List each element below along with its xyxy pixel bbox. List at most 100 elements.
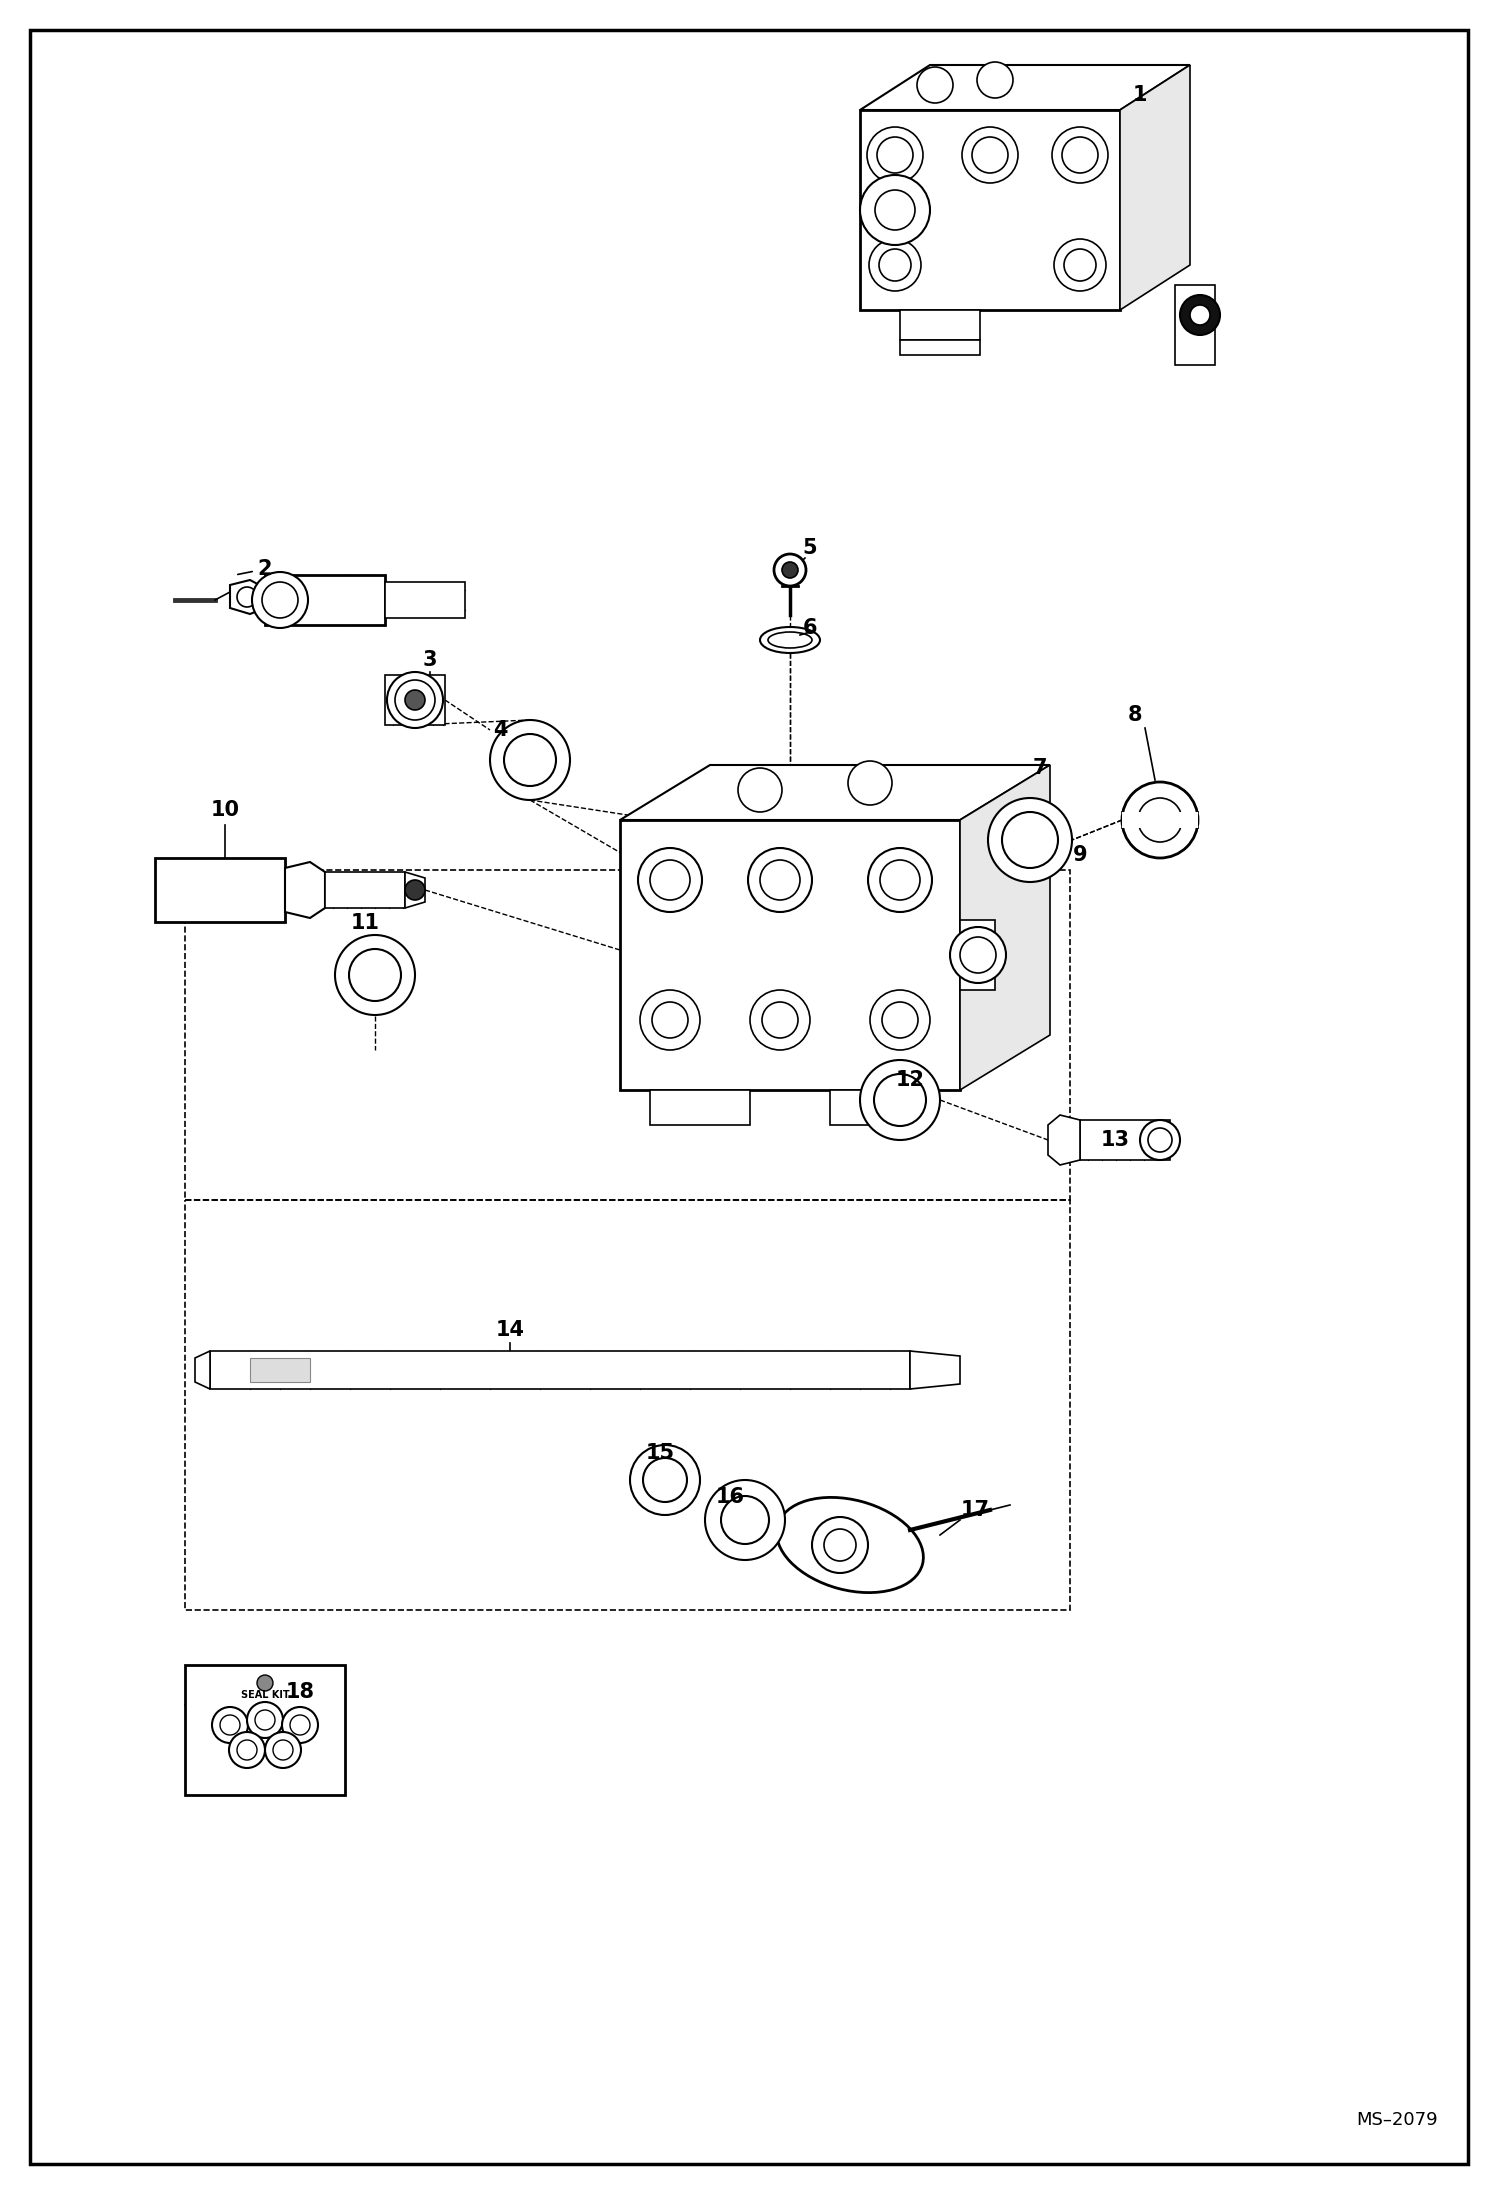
- Ellipse shape: [695, 913, 785, 987]
- Text: 2: 2: [238, 559, 273, 579]
- Bar: [184, 1665, 345, 1795]
- Circle shape: [1062, 136, 1098, 173]
- Ellipse shape: [768, 632, 812, 647]
- Text: 1: 1: [1132, 86, 1147, 105]
- Circle shape: [503, 735, 556, 785]
- Polygon shape: [404, 871, 425, 908]
- Circle shape: [1140, 1119, 1180, 1161]
- Bar: [620, 821, 960, 1090]
- Bar: [184, 871, 1070, 1200]
- Circle shape: [631, 1446, 700, 1516]
- Bar: [325, 871, 404, 908]
- Circle shape: [848, 761, 891, 805]
- Text: 11: 11: [351, 913, 379, 932]
- Text: 12: 12: [896, 1071, 924, 1090]
- Bar: [960, 919, 995, 989]
- Polygon shape: [960, 766, 1050, 1090]
- Circle shape: [917, 68, 953, 103]
- Polygon shape: [909, 1352, 960, 1389]
- Circle shape: [1052, 127, 1109, 182]
- Circle shape: [950, 928, 1007, 983]
- Circle shape: [386, 671, 443, 728]
- Bar: [900, 340, 980, 355]
- Circle shape: [273, 1740, 294, 1760]
- Circle shape: [750, 989, 810, 1051]
- Bar: [154, 858, 285, 921]
- Circle shape: [1002, 812, 1058, 869]
- Circle shape: [706, 1481, 785, 1560]
- Circle shape: [220, 1716, 240, 1735]
- Circle shape: [1122, 781, 1198, 858]
- Circle shape: [1189, 305, 1210, 325]
- Polygon shape: [860, 66, 1189, 110]
- Circle shape: [869, 239, 921, 292]
- Bar: [265, 575, 385, 625]
- Circle shape: [774, 555, 806, 586]
- Text: 3: 3: [422, 649, 437, 669]
- Circle shape: [989, 799, 1073, 882]
- Circle shape: [1138, 799, 1182, 842]
- Circle shape: [291, 1716, 310, 1735]
- Text: 13: 13: [1101, 1130, 1129, 1150]
- Polygon shape: [620, 766, 1050, 821]
- Circle shape: [229, 1731, 265, 1768]
- Circle shape: [395, 680, 434, 720]
- Circle shape: [977, 61, 1013, 99]
- Circle shape: [882, 1003, 918, 1038]
- Circle shape: [759, 860, 800, 900]
- Circle shape: [262, 581, 298, 619]
- Circle shape: [879, 860, 920, 900]
- Circle shape: [258, 1674, 273, 1692]
- Bar: [1080, 1119, 1170, 1161]
- Circle shape: [1064, 248, 1097, 281]
- Bar: [385, 581, 464, 619]
- Circle shape: [282, 1707, 318, 1742]
- Circle shape: [824, 1529, 855, 1560]
- Ellipse shape: [938, 182, 1023, 257]
- Circle shape: [349, 950, 401, 1000]
- Circle shape: [640, 989, 700, 1051]
- Text: 16: 16: [716, 1488, 745, 1507]
- Circle shape: [873, 1075, 926, 1126]
- Circle shape: [812, 1516, 867, 1573]
- Circle shape: [404, 689, 425, 711]
- Bar: [385, 676, 445, 724]
- Text: 7: 7: [1032, 757, 1047, 779]
- Circle shape: [404, 880, 425, 900]
- Bar: [860, 110, 1121, 309]
- Ellipse shape: [759, 627, 819, 654]
- Bar: [210, 1352, 909, 1389]
- Circle shape: [1180, 294, 1219, 336]
- Text: 10: 10: [211, 801, 240, 821]
- Circle shape: [213, 1707, 249, 1742]
- Circle shape: [875, 191, 915, 230]
- Text: MS–2079: MS–2079: [1356, 2111, 1438, 2128]
- Circle shape: [867, 127, 923, 182]
- Bar: [1174, 285, 1215, 364]
- Circle shape: [265, 1731, 301, 1768]
- Bar: [650, 1090, 750, 1126]
- Text: 8: 8: [1128, 704, 1143, 724]
- Circle shape: [876, 136, 912, 173]
- Bar: [250, 1358, 310, 1382]
- Text: 15: 15: [646, 1444, 674, 1463]
- Text: 14: 14: [496, 1321, 524, 1341]
- Circle shape: [1147, 1128, 1171, 1152]
- Circle shape: [638, 849, 703, 913]
- Bar: [830, 1090, 930, 1126]
- Circle shape: [652, 1003, 688, 1038]
- Polygon shape: [285, 862, 325, 917]
- Circle shape: [247, 1703, 283, 1738]
- Circle shape: [972, 136, 1008, 173]
- Circle shape: [962, 127, 1019, 182]
- Circle shape: [782, 562, 798, 577]
- Circle shape: [237, 588, 258, 608]
- Circle shape: [490, 720, 571, 801]
- Ellipse shape: [685, 902, 795, 998]
- Circle shape: [867, 849, 932, 913]
- Ellipse shape: [930, 176, 1031, 265]
- Circle shape: [748, 849, 812, 913]
- Circle shape: [860, 176, 930, 246]
- Text: 18: 18: [286, 1683, 315, 1703]
- Circle shape: [1055, 239, 1106, 292]
